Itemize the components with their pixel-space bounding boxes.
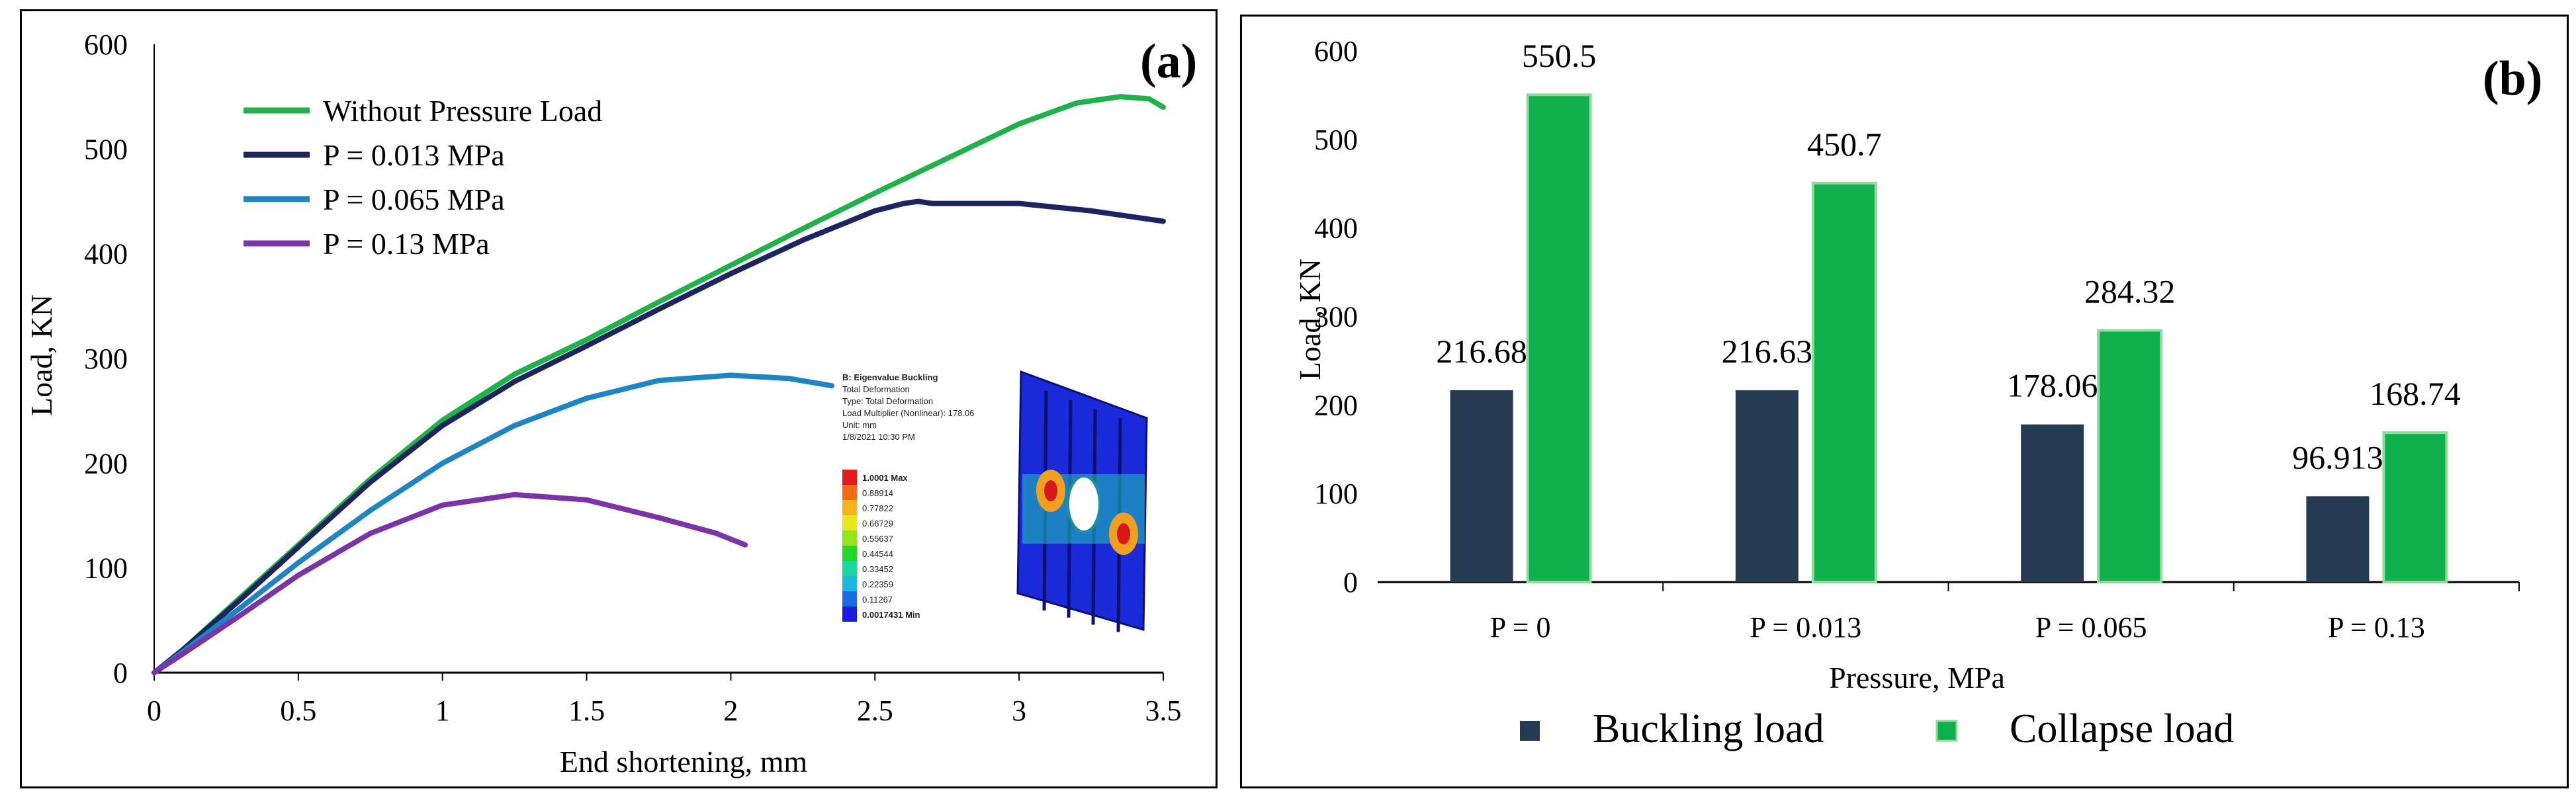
legend-swatch (1520, 721, 1540, 741)
panel-label-b: (b) (2483, 52, 2542, 106)
bar-value-label: 178.06 (2007, 367, 2098, 404)
inset-scale-label: 0.22359 (862, 579, 893, 589)
inset-scale-label: 0.55637 (862, 534, 893, 544)
inset-scale-label: 0.33452 (862, 564, 893, 574)
x-tick-label: 2.5 (857, 694, 893, 727)
inset-scale-swatch (842, 485, 857, 500)
panel-label-a: (a) (1140, 34, 1197, 89)
inset-scale-label: 0.0017431 Min (862, 610, 920, 620)
inset-scale-swatch (842, 546, 857, 561)
bar-value-label: 96.913 (2292, 439, 2383, 476)
x-axis-title: Pressure, MPa (1829, 661, 2005, 694)
inset-scale-swatch (842, 470, 857, 485)
legend-label: P = 0.13 MPa (323, 227, 490, 261)
category-label: P = 0.13 (2328, 611, 2425, 644)
inset-scale-swatch (842, 576, 857, 591)
y-tick-label: 0 (1343, 566, 1358, 599)
panel-a-line-chart: 0 100 200 300 400 500 600 0 0.5 1 1.5 2 2.5 3 3.5 Wit… (20, 9, 1218, 788)
x-tick-label: 1 (435, 694, 450, 727)
y-tick-label: 500 (84, 133, 128, 165)
legend-label: Collapse load (2010, 706, 2234, 751)
bar-value-label: 216.68 (1436, 333, 1527, 370)
bar-value-label: 550.5 (1522, 37, 1597, 74)
x-tick-label: 3 (1012, 694, 1026, 727)
x-tick-label: 3.5 (1145, 694, 1182, 727)
bar-value-label: 216.63 (1722, 333, 1813, 370)
inset-info-line: Unit: mm (842, 420, 877, 430)
inset-scale-label: 0.66729 (862, 519, 893, 528)
series-line-3 (152, 372, 834, 675)
y-axis-title: Load, KN (24, 294, 58, 416)
buckling-bar-4 (2306, 496, 2370, 582)
inset-title: B: Eigenvalue Buckling (842, 372, 938, 382)
panel-b-bar-chart: 0 100 200 300 400 500 600 216.68 550.5 216.63 450… (1240, 15, 2569, 788)
category-label: P = 0.013 (1750, 611, 1862, 644)
inset-info-line: Load Multiplier (Nonlinear): 178.06 (842, 408, 974, 418)
y-tick-label: 300 (1314, 301, 1358, 333)
y-axis-title: Load, KN (1293, 259, 1327, 380)
y-tick-label: 500 (1314, 124, 1358, 156)
eigenvalue-buckling-inset: B: Eigenvalue Buckling Total Deformation T… (842, 370, 1148, 632)
collapse-bar-1 (1526, 93, 1592, 583)
x-tick-label: 0.5 (280, 694, 316, 727)
plate-cutout-hole (1067, 475, 1101, 533)
inset-scale-swatch (842, 515, 857, 530)
y-tick-label: 200 (1314, 389, 1358, 421)
inset-scale-swatch (842, 530, 857, 546)
series-line-1 (152, 94, 1166, 675)
inset-scale-swatch (842, 561, 857, 576)
legend-swatch (1935, 720, 1958, 742)
y-tick-label: 100 (84, 552, 128, 585)
max-deformation-core (1044, 480, 1057, 501)
legend-label: Buckling load (1593, 706, 1824, 751)
inset-scale-label: 0.11267 (862, 595, 893, 605)
y-tick-label: 0 (113, 657, 128, 689)
inset-scale-swatch (842, 591, 857, 607)
buckling-bar-1 (1450, 390, 1513, 582)
collapse-bar-4 (2382, 431, 2448, 583)
inset-scale-label: 0.77822 (862, 503, 893, 513)
y-tick-label: 600 (1314, 35, 1358, 67)
bar-chart-canvas: 0 100 200 300 400 500 600 216.68 550.5 216.63 450… (1293, 35, 2542, 751)
buckling-bar-3 (2021, 424, 2084, 582)
bar-value-label: 168.74 (2370, 375, 2461, 412)
y-tick-label: 600 (84, 28, 128, 61)
x-axis-title: End shortening, mm (560, 745, 808, 778)
x-tick-label: 1.5 (568, 694, 605, 727)
inset-scale-label: 1.0001 Max (862, 473, 908, 483)
x-tick-label: 0 (147, 694, 161, 727)
bar-value-label: 284.32 (2084, 273, 2176, 310)
y-tick-label: 400 (1314, 212, 1358, 245)
buckling-bar-2 (1735, 390, 1799, 582)
legend-label: P = 0.013 MPa (323, 138, 505, 172)
y-tick-label: 300 (84, 343, 128, 375)
legend-label: Without Pressure Load (323, 94, 602, 128)
y-tick-label: 400 (84, 238, 128, 271)
y-tick-label: 200 (84, 447, 128, 480)
x-tick-label: 2 (723, 694, 738, 727)
collapse-bar-2 (1811, 181, 1877, 583)
inset-scale-swatch (842, 500, 857, 515)
category-label: P = 0.065 (2035, 611, 2147, 644)
bar-value-label: 450.7 (1807, 126, 1882, 163)
inset-scale-label: 0.88914 (862, 488, 893, 498)
series-line-4 (152, 491, 748, 675)
category-label: P = 0 (1490, 611, 1551, 644)
collapse-bar-3 (2097, 329, 2163, 583)
inset-info-line: Type: Total Deformation (842, 396, 933, 406)
inset-scale-swatch (842, 607, 857, 622)
inset-scale-label: 0.44544 (862, 549, 893, 559)
inset-info-line: Total Deformation (842, 384, 910, 394)
inset-info-line: 1/8/2021 10:30 PM (842, 432, 915, 442)
max-deformation-core (1117, 523, 1130, 544)
series-line-2 (152, 198, 1166, 675)
line-chart-canvas: 0 100 200 300 400 500 600 0 0.5 1 1.5 2 2.5 3 3.5 Wit… (24, 28, 1197, 778)
legend-label: P = 0.065 MPa (323, 183, 505, 216)
y-tick-label: 100 (1314, 478, 1358, 510)
